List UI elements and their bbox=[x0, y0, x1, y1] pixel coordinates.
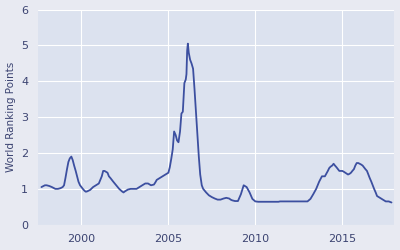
Y-axis label: World Ranking Points: World Ranking Points bbox=[6, 62, 16, 172]
